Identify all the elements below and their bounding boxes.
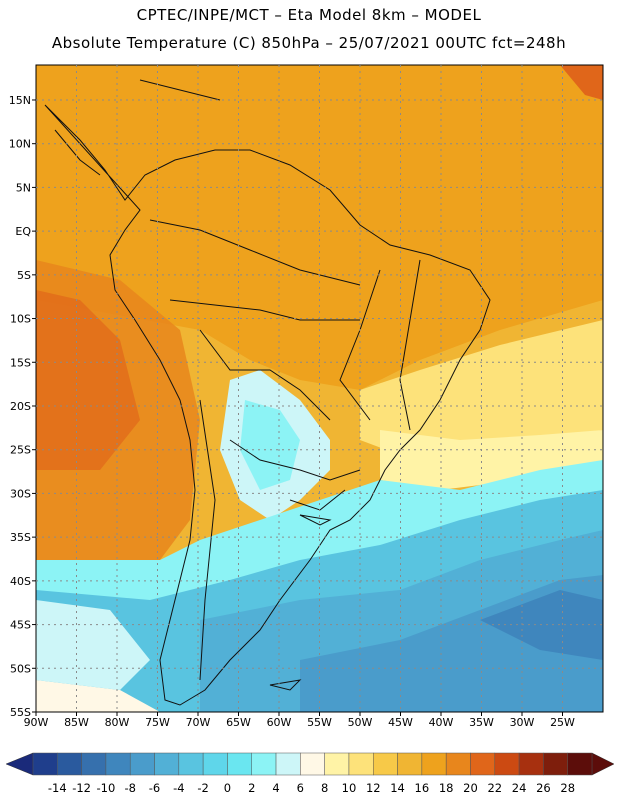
colorbar-label: 26: [536, 781, 551, 795]
temperature-field: [36, 65, 603, 712]
colorbar-swatch: [421, 752, 447, 776]
lat-tick-label: EQ: [15, 225, 31, 238]
lon-tick-label: 85W: [64, 716, 89, 729]
colorbar-label: 16: [415, 781, 430, 795]
lat-tick-label: 20S: [10, 400, 31, 413]
lon-tick-label: 25W: [550, 716, 575, 729]
colorbar-label: -2: [197, 781, 208, 795]
colorbar-label: 2: [248, 781, 255, 795]
colorbar-min-arrow: [5, 752, 34, 776]
colorbar-swatch: [543, 752, 568, 776]
lon-tick-label: 35W: [469, 716, 494, 729]
colorbar-label: 14: [390, 781, 405, 795]
colorbar-swatch: [275, 752, 301, 776]
colorbar-label: -14: [48, 781, 67, 795]
lat-tick-label: 40S: [10, 575, 31, 588]
lon-tick-label: 50W: [348, 716, 373, 729]
lat-tick-label: 5S: [17, 269, 31, 282]
lat-tick-label: 10S: [10, 313, 31, 326]
colorbar-swatch: [154, 752, 180, 776]
latitude-axis: 15N 10N 5N EQ 5S 10S 15S 20S 25S 30S 35S 40S 45S 50S 5…: [9, 94, 36, 719]
lat-tick-label: 55S: [10, 706, 31, 719]
lon-tick-label: 75W: [145, 716, 170, 729]
colorbar-swatch: [251, 752, 277, 776]
lat-tick-label: 25S: [10, 444, 31, 457]
colorbar-label: 12: [366, 781, 381, 795]
lon-tick-label: 70W: [186, 716, 211, 729]
colorbar-label: 4: [272, 781, 279, 795]
color-scale-bar: -14 -12 -10 -8 -6 -4 -2 0 2 4 6 8 10 12 14 16 18 20 22 24 26…: [5, 752, 615, 795]
colorbar-swatch: [494, 752, 520, 776]
colorbar-max-arrow: [591, 752, 615, 776]
colorbar-swatch: [324, 752, 350, 776]
colorbar-swatch: [129, 752, 155, 776]
colorbar-swatch: [57, 752, 82, 776]
chart-title-line-1: CPTEC/INPE/MCT – Eta Model 8km – MODEL: [136, 6, 482, 24]
colorbar-swatch: [567, 752, 593, 776]
colorbar-label: -6: [149, 781, 160, 795]
colorbar-swatch: [32, 752, 58, 776]
lon-tick-label: 65W: [226, 716, 251, 729]
colorbar-label: 10: [342, 781, 357, 795]
lon-tick-label: 45W: [388, 716, 413, 729]
colorbar-swatch: [445, 752, 471, 776]
lon-tick-label: 30W: [510, 716, 535, 729]
colorbar-label: -12: [72, 781, 91, 795]
lat-tick-label: 10N: [9, 138, 31, 151]
lon-tick-label: 80W: [105, 716, 130, 729]
colorbar-swatch: [373, 752, 398, 776]
colorbar-label: -4: [173, 781, 184, 795]
colorbar-swatch: [397, 752, 423, 776]
longitude-axis: 90W 85W 80W 75W 70W 65W 60W 55W 50W 45W 40W 35W 30W 2…: [24, 712, 575, 729]
lat-tick-label: 5N: [16, 181, 31, 194]
colorbar-label: 24: [512, 781, 527, 795]
lat-tick-label: 50S: [10, 662, 31, 675]
lon-tick-label: 90W: [24, 716, 49, 729]
colorbar-label: 20: [463, 781, 478, 795]
colorbar-swatch: [348, 752, 374, 776]
lon-tick-label: 55W: [307, 716, 332, 729]
colorbar-swatch: [81, 752, 107, 776]
colorbar-label: 8: [321, 781, 328, 795]
lat-tick-label: 45S: [10, 619, 31, 632]
colorbar-swatch: [105, 752, 131, 776]
graticule: [36, 65, 603, 712]
colorbar-label: 28: [560, 781, 575, 795]
colorbar-swatch: [202, 752, 228, 776]
colorbar-label: 18: [439, 781, 454, 795]
colorbar-label: 6: [297, 781, 304, 795]
colorbar-label: -8: [124, 781, 135, 795]
colorbar-label: 0: [224, 781, 231, 795]
lat-tick-label: 15S: [10, 356, 31, 369]
lat-tick-label: 35S: [10, 531, 31, 544]
colorbar-swatch: [300, 752, 325, 776]
colorbar-swatch: [178, 752, 204, 776]
colorbar-label: -10: [97, 781, 116, 795]
lat-tick-label: 15N: [9, 94, 31, 107]
chart-title-line-2: Absolute Temperature (C) 850hPa – 25/07/…: [51, 34, 567, 52]
colorbar-label: 22: [487, 781, 502, 795]
lon-tick-label: 60W: [267, 716, 292, 729]
colorbar-swatch: [518, 752, 544, 776]
coastlines: [44, 79, 491, 706]
colorbar-swatch: [470, 752, 496, 776]
lat-tick-label: 30S: [10, 487, 31, 500]
lon-tick-label: 40W: [429, 716, 454, 729]
colorbar-swatch: [227, 752, 252, 776]
